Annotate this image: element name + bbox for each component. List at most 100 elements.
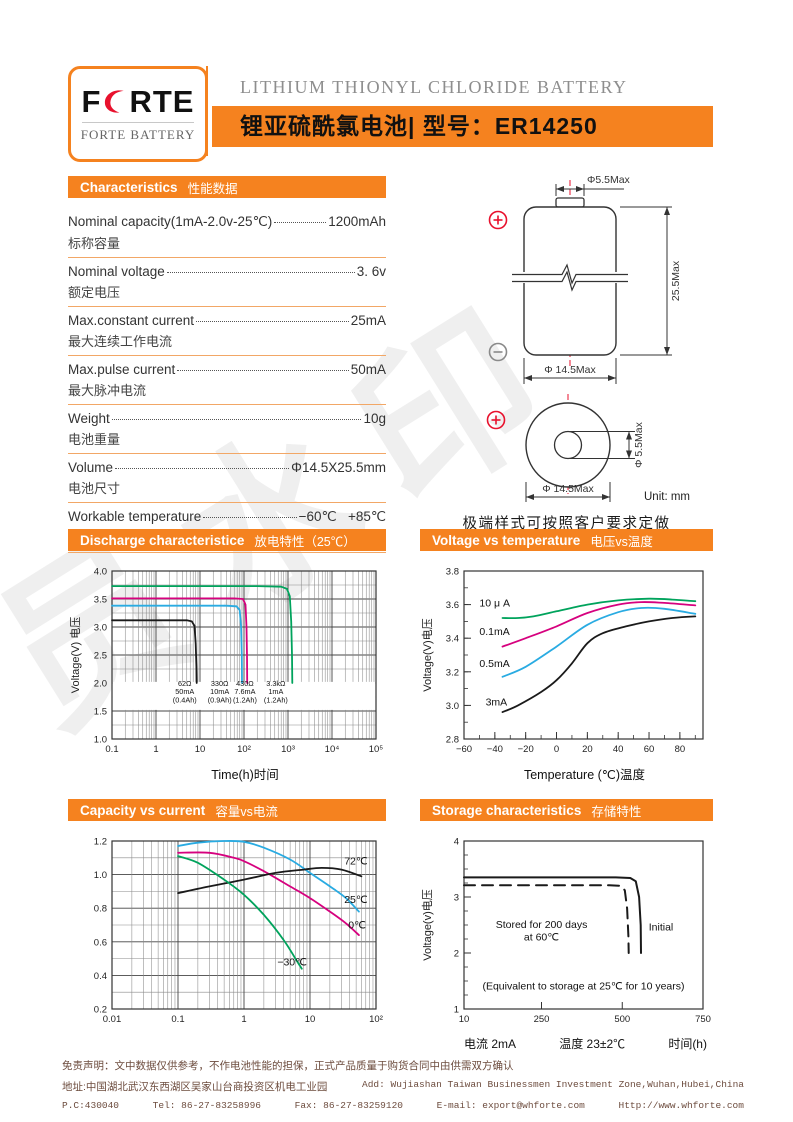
footer: 免责声明：文中数据仅供参考，不作电池性能的担保，正式产品质量于购货合同中由供需双… [62, 1058, 744, 1111]
svg-text:Voltage(V)电压: Voltage(V)电压 [421, 618, 434, 691]
storage-axis-note: 电流 2mA 温度 23±2℃ 时间(h) [420, 1035, 713, 1052]
characteristic-value: Φ14.5X25.5mm [291, 460, 386, 475]
svg-text:1mA: 1mA [268, 687, 283, 696]
svg-text:3.8: 3.8 [446, 567, 459, 578]
svg-text:3mA: 3mA [486, 696, 508, 708]
svg-text:3.3kΩ: 3.3kΩ [266, 679, 286, 688]
positive-terminal-icon [486, 410, 506, 430]
characteristic-row: Nominal capacity(1mA-2.0v-25℃) 1200mAh 标称容… [68, 214, 386, 258]
svg-text:2.5: 2.5 [94, 651, 107, 662]
vtemp-header-bar: Voltage vs temperature 电压vs温度 [420, 529, 713, 551]
svg-text:10 μ A: 10 μ A [479, 597, 510, 609]
svg-text:20: 20 [582, 744, 593, 755]
address-en: Add: Wujiashan Taiwan Businessmen Invest… [362, 1079, 744, 1090]
svg-text:500: 500 [614, 1014, 630, 1025]
svg-text:3.6: 3.6 [446, 600, 459, 611]
svg-text:10: 10 [305, 1014, 316, 1025]
dotted-leader [274, 222, 327, 223]
forte-logo: F RTE FORTE BATTERY [68, 66, 208, 162]
svg-text:2.0: 2.0 [94, 679, 107, 690]
characteristic-row: Max.constant current 25mA 最大连续工作电流 [68, 313, 386, 356]
characteristics-rows: Nominal capacity(1mA-2.0v-25℃) 1200mAh 标称容… [68, 214, 386, 553]
characteristic-value: 1200mAh [328, 214, 386, 229]
svg-text:2: 2 [454, 949, 459, 960]
postcode: P.C:430040 [62, 1100, 120, 1111]
disclaimer: 免责声明：文中数据仅供参考，不作电池性能的担保，正式产品质量于购货合同中由供需双… [62, 1060, 514, 1072]
characteristics-header-bar: Characteristics 性能数据 [68, 176, 386, 198]
svg-text:1.0: 1.0 [94, 735, 107, 746]
svg-text:(1.2Ah): (1.2Ah) [233, 695, 257, 704]
discharge-title-en: Discharge characteristice [80, 532, 245, 548]
svg-text:−20: −20 [518, 744, 534, 755]
svg-text:0.4: 0.4 [94, 971, 107, 982]
svg-text:10mA: 10mA [210, 687, 229, 696]
svg-text:−60: −60 [456, 744, 472, 755]
logo-subtitle: FORTE BATTERY [80, 126, 196, 142]
svg-text:10⁵: 10⁵ [369, 744, 384, 755]
characteristic-label-en: Nominal voltage [68, 264, 165, 279]
svg-text:(0.9Ah): (0.9Ah) [208, 695, 232, 704]
characteristics-section: Characteristics 性能数据 Nominal capacity(1m… [68, 176, 386, 559]
dotted-leader [196, 321, 349, 322]
svg-text:−40: −40 [487, 744, 503, 755]
negative-terminal-icon [488, 342, 508, 362]
svg-text:2.8: 2.8 [446, 735, 459, 746]
svg-text:1: 1 [241, 1014, 246, 1025]
capacity-current-section: Capacity vs current 容量vs电流 0.01 0.1 1 10 10²… [68, 799, 386, 1033]
logo-divider [82, 121, 194, 123]
svg-text:0℃: 0℃ [348, 919, 366, 931]
characteristic-value: 25mA [350, 313, 386, 328]
capacity-current-chart: 0.01 0.1 1 10 10² 0.2 0.4 0.6 0.8 1.0 1.2 72℃ 25℃ 0℃ −… [94, 837, 383, 1026]
svg-text:0.2: 0.2 [94, 1005, 107, 1016]
discharge-section: Discharge characteristice 放电特性（25℃） 0.1 1… [68, 529, 386, 783]
svg-text:3.4: 3.4 [446, 634, 459, 645]
dim-body-height: 25.5Max [670, 260, 682, 301]
svg-text:40: 40 [613, 744, 624, 755]
svg-text:1.2: 1.2 [94, 837, 107, 848]
website: Http://www.whforte.com [618, 1100, 744, 1111]
storage-title-en: Storage characteristics [432, 802, 582, 818]
characteristic-label-cn: 额定电压 [68, 285, 121, 300]
svg-text:0.01: 0.01 [103, 1014, 122, 1025]
dim-top-outer: Φ 14.5Max [542, 483, 594, 495]
svg-text:50mA: 50mA [175, 687, 194, 696]
battery-side-view: Φ5.5Max 25.5Max Φ 14.5Max [488, 174, 682, 384]
characteristic-row: Volume Φ14.5X25.5mm 电池尺寸 [68, 460, 386, 503]
voltage-temperature-chart: −60 −40 −20 0 20 40 60 80 2.8 3.0 3.2 3.4 3.6 3.8 Volt… [421, 567, 704, 755]
header: F RTE FORTE BATTERY LITHIUM THIONYL CHLO… [68, 64, 713, 162]
svg-text:1.0: 1.0 [94, 870, 107, 881]
svg-text:750: 750 [695, 1014, 711, 1025]
svg-text:0.8: 0.8 [94, 904, 107, 915]
fax: Fax: 86-27-83259120 [294, 1100, 403, 1111]
logo-swoosh-icon [105, 90, 125, 113]
dim-body-diameter: Φ 14.5Max [544, 364, 596, 376]
discharge-header-bar: Discharge characteristice 放电特性（25℃） [68, 529, 386, 551]
svg-text:10: 10 [459, 1014, 470, 1025]
svg-text:(1.2Ah): (1.2Ah) [264, 695, 288, 704]
characteristic-label-en: Weight [68, 411, 110, 426]
svg-text:3.0: 3.0 [94, 623, 107, 634]
svg-text:0.1: 0.1 [105, 744, 118, 755]
svg-text:4.0: 4.0 [94, 567, 107, 578]
svg-text:Initial: Initial [649, 922, 674, 934]
svg-text:10⁴: 10⁴ [325, 744, 340, 755]
characteristic-row: Weight 10g 电池重量 [68, 411, 386, 454]
svg-text:10²: 10² [237, 744, 251, 755]
capacity-title-cn: 容量vs电流 [215, 804, 278, 819]
svg-text:1: 1 [153, 744, 158, 755]
unit-label: Unit: mm [644, 491, 690, 503]
characteristic-label-en: Max.constant current [68, 313, 195, 328]
characteristic-value: 50mA [350, 362, 386, 377]
storage-section: Storage characteristics 存储特性 10 250 500 750… [420, 799, 713, 1052]
dotted-leader [166, 272, 355, 273]
svg-text:0: 0 [554, 744, 559, 755]
svg-text:−30℃: −30℃ [277, 956, 307, 968]
capacity-header-bar: Capacity vs current 容量vs电流 [68, 799, 386, 821]
characteristic-label-cn: 电池尺寸 [68, 481, 121, 496]
characteristic-label-cn: 最大连续工作电流 [68, 334, 173, 349]
vtemp-title-en: Voltage vs temperature [432, 532, 581, 548]
characteristics-title-en: Characteristics [80, 179, 178, 195]
svg-text:Voltage(v)电压: Voltage(v)电压 [421, 889, 434, 961]
characteristic-label-en: Workable temperature [68, 509, 202, 524]
